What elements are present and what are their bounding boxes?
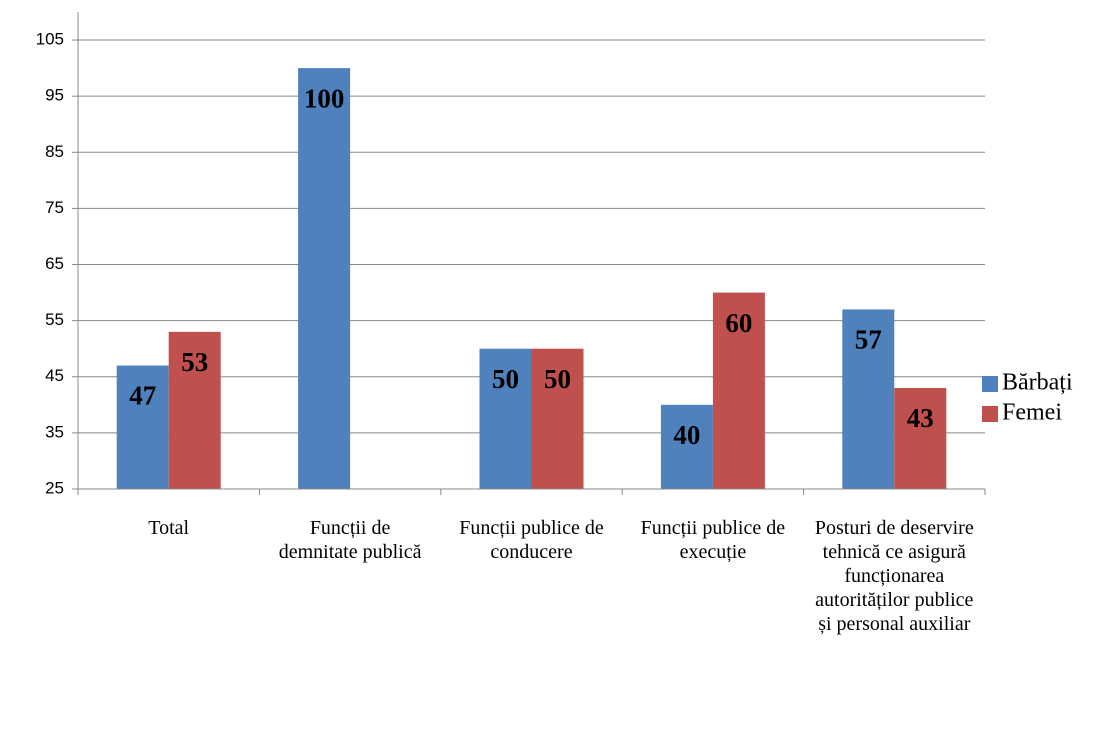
value-label: 50 xyxy=(492,364,519,394)
y-tick-label: 105 xyxy=(36,30,64,49)
value-label: 100 xyxy=(304,83,345,113)
x-tick-label: Posturi de deservire tehnică ce asigură … xyxy=(814,517,974,635)
bar xyxy=(531,348,584,489)
y-tick-label: 85 xyxy=(45,142,64,161)
bar xyxy=(712,292,765,489)
value-label: 53 xyxy=(181,347,208,377)
legend-swatch xyxy=(982,406,998,422)
y-tick-label: 25 xyxy=(45,478,64,497)
bar xyxy=(660,404,713,489)
x-tick-label: Funcții publice de conducere xyxy=(459,517,604,563)
value-label: 60 xyxy=(725,308,752,338)
y-tick-label: 55 xyxy=(45,310,64,329)
bar xyxy=(479,348,532,489)
value-label: 40 xyxy=(673,420,700,450)
y-tick-label: 95 xyxy=(45,86,64,105)
x-tick-label: Funcții de demnitate publică xyxy=(278,517,422,563)
value-label: 57 xyxy=(855,325,882,355)
y-tick-label: 65 xyxy=(45,254,64,273)
value-label: 43 xyxy=(907,403,934,433)
value-label: 50 xyxy=(544,364,571,394)
legend-label: Bărbați xyxy=(1002,370,1073,396)
y-tick-label: 45 xyxy=(45,366,64,385)
bar xyxy=(842,309,895,489)
bar xyxy=(298,68,351,489)
bar xyxy=(116,365,169,489)
x-tick-label: Total xyxy=(148,517,190,539)
y-tick-label: 35 xyxy=(45,422,64,441)
bar xyxy=(168,331,221,489)
value-label: 47 xyxy=(129,381,156,411)
legend-label: Femei xyxy=(1002,400,1062,426)
legend-swatch xyxy=(982,376,998,392)
bar xyxy=(894,387,947,489)
x-tick-label: Funcții publice de execuție xyxy=(640,517,786,563)
y-tick-label: 75 xyxy=(45,198,64,217)
